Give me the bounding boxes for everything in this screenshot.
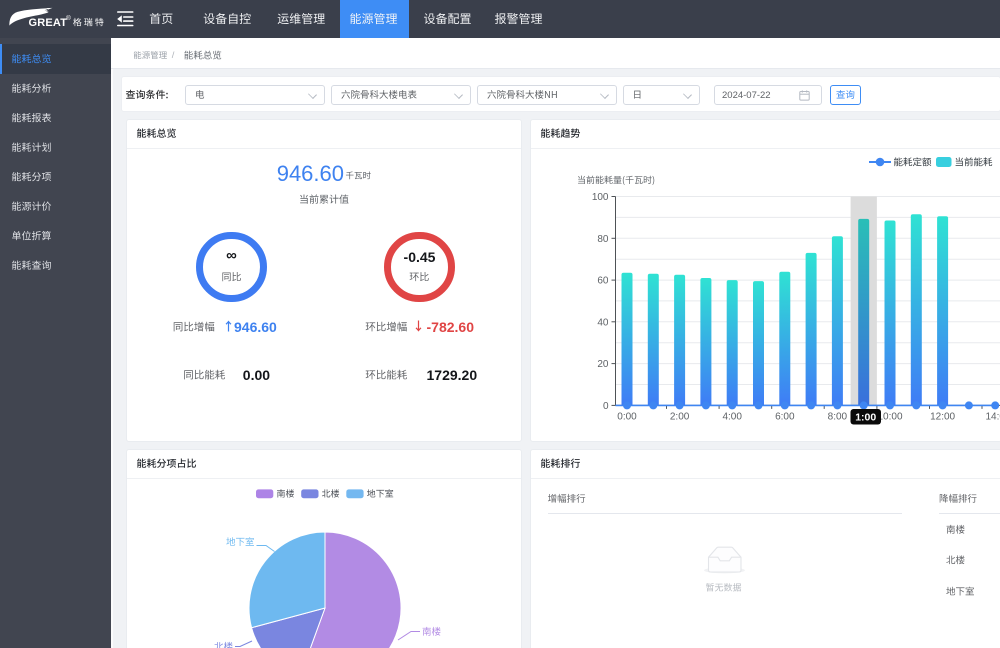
svg-text:1:00: 1:00 [855,412,876,424]
svg-text:100: 100 [592,192,609,203]
svg-text:0: 0 [603,401,609,412]
svg-text:14:0: 14:0 [985,412,1000,423]
svg-text:4:00: 4:00 [722,412,742,423]
svg-text:10:00: 10:00 [877,412,902,423]
svg-text:40: 40 [597,317,609,328]
svg-text:20: 20 [597,359,609,370]
svg-text:0:00: 0:00 [617,412,637,423]
svg-text:8:00: 8:00 [828,412,848,423]
svg-text:2:00: 2:00 [670,412,690,423]
svg-text:60: 60 [597,276,609,287]
svg-text:12:00: 12:00 [930,412,955,423]
svg-text:6:00: 6:00 [775,412,795,423]
svg-text:80: 80 [597,234,609,245]
